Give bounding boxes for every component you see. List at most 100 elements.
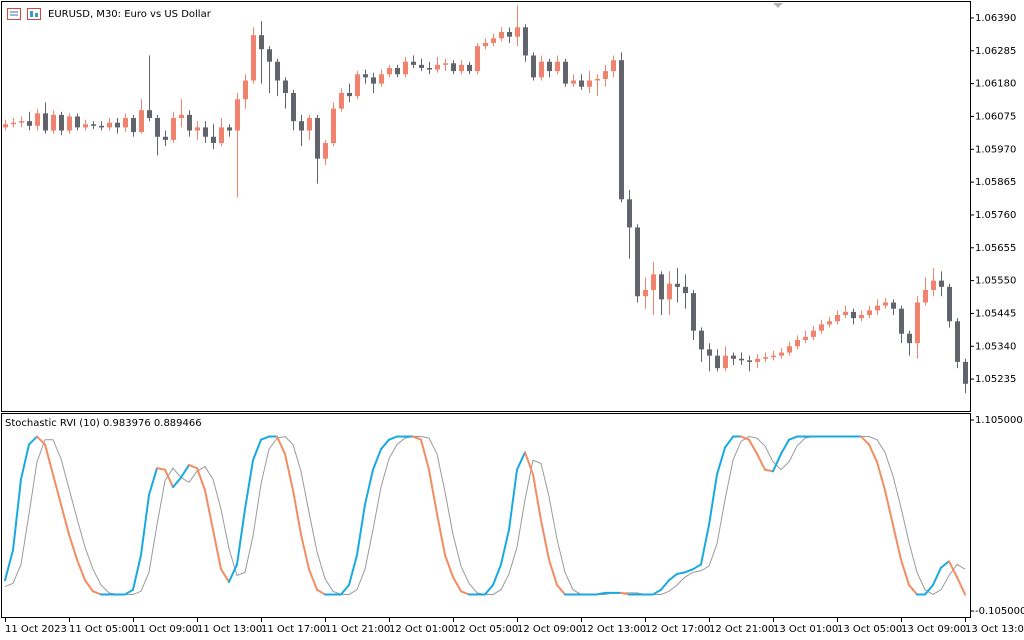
main-line-segment xyxy=(148,467,158,496)
candle-body xyxy=(267,49,272,62)
main-line-segment xyxy=(340,583,350,596)
main-line-segment xyxy=(12,478,22,552)
candle-body xyxy=(27,121,32,126)
candle-body xyxy=(443,63,448,65)
main-line-segment xyxy=(164,468,174,489)
main-line-segment xyxy=(908,583,918,596)
candle-body xyxy=(531,55,536,78)
main-line-segment xyxy=(196,467,206,492)
main-line-segment xyxy=(772,452,782,473)
candle-body xyxy=(643,289,648,297)
candle-body xyxy=(315,118,320,159)
candle-body xyxy=(11,122,16,125)
candle-body xyxy=(635,227,640,297)
candle-body xyxy=(731,355,736,359)
main-line-segment xyxy=(596,591,606,596)
candle-body xyxy=(435,64,440,70)
candle-body xyxy=(43,113,48,131)
x-tick-label: 13 Oct 09:00 xyxy=(901,624,966,635)
candle-body xyxy=(683,286,688,294)
main-line-segment xyxy=(68,533,78,561)
candle-body xyxy=(219,127,224,144)
main-line-segment xyxy=(20,443,30,481)
candle-body xyxy=(283,80,288,93)
candle-body xyxy=(779,352,784,356)
candle-body xyxy=(131,118,136,133)
main-line-segment xyxy=(188,463,198,470)
candle-body xyxy=(627,199,632,228)
candle-body xyxy=(939,280,944,287)
candle-body xyxy=(795,340,800,347)
x-tick-label: 11 Oct 05:00 xyxy=(69,624,134,635)
main-line-segment xyxy=(484,583,494,596)
candle-body xyxy=(739,358,744,361)
candle-body xyxy=(163,136,168,140)
indicator-pane xyxy=(1,413,971,618)
candle-body xyxy=(571,80,576,84)
candle-body xyxy=(947,286,952,322)
main-line-segment xyxy=(252,438,262,462)
main-line-segment xyxy=(948,560,958,579)
candle-body xyxy=(507,32,512,37)
indicator-title: Stochastic RVI (10) 0.983976 0.889466 xyxy=(5,418,202,429)
main-line-segment xyxy=(236,508,246,566)
candle-body xyxy=(595,78,600,81)
icon-bar xyxy=(30,11,33,17)
icon xyxy=(7,8,21,20)
main-line-segment xyxy=(276,435,286,455)
candle-body xyxy=(51,114,56,131)
main-line-segment xyxy=(412,435,422,441)
main-line-segment xyxy=(436,512,446,556)
y-tick-label: 1.05550 xyxy=(975,276,1016,287)
main-line-segment xyxy=(548,558,558,586)
main-line-segment xyxy=(788,435,798,441)
main-line-segment xyxy=(292,489,302,536)
candle-body xyxy=(59,114,64,131)
candle-body xyxy=(67,116,72,131)
main-line-segment xyxy=(44,443,54,476)
candle-body xyxy=(99,125,104,128)
main-line-segment xyxy=(516,451,526,471)
x-tick-label: 11 Oct 13:00 xyxy=(197,624,262,635)
candle-body xyxy=(451,63,456,72)
main-line-segment xyxy=(620,591,630,596)
main-line-segment xyxy=(740,435,750,441)
main-line-segment xyxy=(348,553,358,586)
main-line-segment xyxy=(452,576,462,593)
candle-body xyxy=(259,35,264,50)
candle-body xyxy=(483,42,488,47)
candle-body xyxy=(211,136,216,144)
candle-body xyxy=(75,116,80,128)
candle-body xyxy=(675,283,680,287)
candle-body xyxy=(515,27,520,37)
chart-title: EURUSD, M30: Euro vs US Dollar xyxy=(48,9,212,20)
main-line-segment xyxy=(748,438,758,455)
main-line-segment xyxy=(716,446,726,476)
main-line-segment xyxy=(556,583,566,596)
main-line-segment xyxy=(540,519,550,561)
main-line-segment xyxy=(900,558,910,586)
main-line-segment xyxy=(524,451,534,476)
candle-body xyxy=(387,67,392,75)
main-line-segment xyxy=(700,523,710,566)
y-tick-label: 1.105000 xyxy=(975,415,1023,426)
candle-body xyxy=(243,80,248,100)
candle-body xyxy=(827,321,832,325)
main-line-segment xyxy=(860,435,870,446)
candle-body xyxy=(715,355,720,369)
x-tick-label: 11 Oct 09:00 xyxy=(133,624,198,635)
main-line-segment xyxy=(36,435,46,446)
main-line-segment xyxy=(212,528,222,571)
candle-body xyxy=(755,358,760,362)
candle-body xyxy=(523,27,528,56)
candle-body xyxy=(891,302,896,309)
candle-body xyxy=(691,293,696,331)
candle-body xyxy=(603,71,608,79)
main-line-segment xyxy=(532,473,542,522)
candle-body xyxy=(83,124,88,128)
main-line-segment xyxy=(84,579,94,593)
candle-body xyxy=(339,92,344,109)
candle-body xyxy=(275,61,280,81)
main-line-segment xyxy=(284,452,294,492)
